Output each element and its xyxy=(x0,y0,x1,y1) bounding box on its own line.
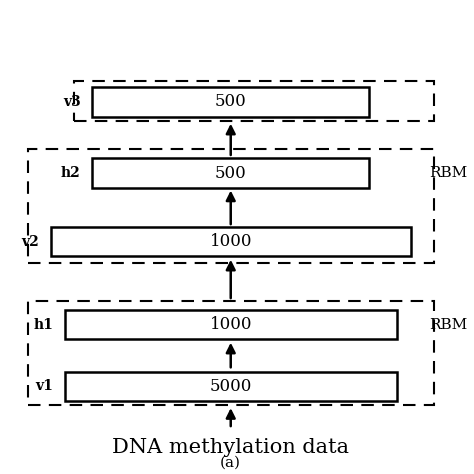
Text: h1: h1 xyxy=(33,318,53,332)
Text: 500: 500 xyxy=(215,164,246,182)
Bar xyxy=(27,149,434,263)
Bar xyxy=(51,227,410,256)
Bar xyxy=(64,372,397,401)
Text: v2: v2 xyxy=(21,235,39,249)
Text: RBM: RBM xyxy=(429,318,467,332)
Text: 500: 500 xyxy=(215,93,246,110)
Bar xyxy=(74,81,434,121)
Text: 1000: 1000 xyxy=(210,316,252,333)
Text: RBM: RBM xyxy=(429,166,467,180)
Text: v3: v3 xyxy=(63,95,81,109)
Text: 1000: 1000 xyxy=(210,233,252,250)
Text: h2: h2 xyxy=(61,166,81,180)
Text: v1: v1 xyxy=(35,379,53,393)
Bar xyxy=(92,87,369,117)
Bar xyxy=(64,310,397,339)
Bar xyxy=(27,301,434,405)
Text: (a): (a) xyxy=(220,455,241,469)
Text: DNA methylation data: DNA methylation data xyxy=(112,438,349,457)
Text: 5000: 5000 xyxy=(210,378,252,395)
Bar xyxy=(92,158,369,188)
